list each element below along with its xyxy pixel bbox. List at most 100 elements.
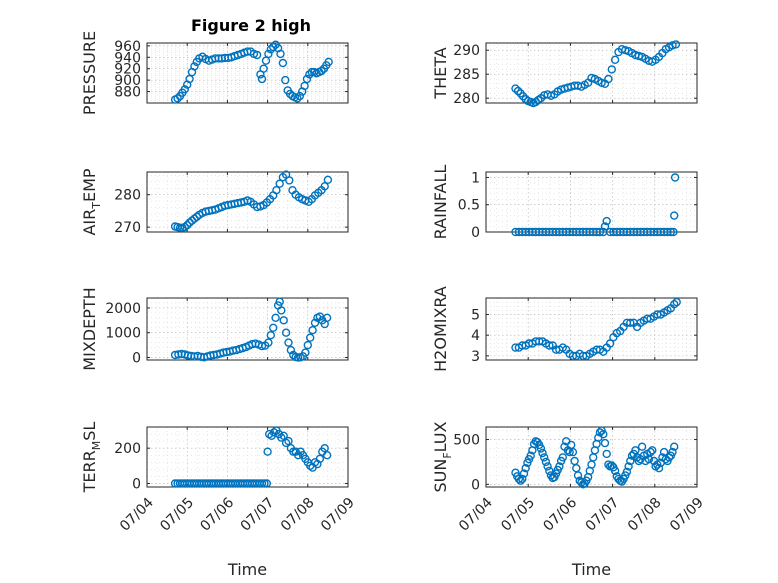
data-point bbox=[568, 447, 578, 457]
data-point bbox=[558, 453, 567, 462]
data-point bbox=[521, 464, 530, 473]
data-point bbox=[536, 444, 546, 453]
data-point bbox=[276, 49, 285, 59]
data-point bbox=[266, 331, 275, 340]
data-point bbox=[600, 222, 610, 231]
data-point bbox=[516, 476, 525, 485]
y-tick-label: 280 bbox=[114, 188, 141, 204]
data-point bbox=[272, 185, 281, 195]
data-point bbox=[322, 451, 332, 460]
y-tick-label: 270 bbox=[114, 220, 141, 236]
y-tick-label: 940 bbox=[114, 50, 141, 66]
data-point bbox=[670, 173, 680, 182]
data-point bbox=[672, 297, 681, 307]
data-point bbox=[595, 227, 605, 237]
data-point bbox=[302, 74, 312, 84]
subplot-h2omixra-5: 3 4 5 H2OMIXRA bbox=[431, 286, 698, 372]
data-point bbox=[648, 446, 657, 455]
data-point bbox=[320, 182, 329, 191]
y-axis-label: RAINFALL bbox=[431, 165, 450, 240]
data-point bbox=[513, 86, 523, 96]
data-point bbox=[257, 341, 267, 351]
data-point bbox=[663, 227, 672, 237]
axes-box bbox=[146, 42, 349, 104]
data-point bbox=[511, 84, 520, 93]
data-point bbox=[310, 318, 320, 327]
data-point bbox=[604, 74, 613, 84]
data-point bbox=[281, 328, 291, 337]
y-axis-label: H2OMIXRA bbox=[431, 286, 450, 372]
data-point bbox=[543, 462, 552, 471]
data-point bbox=[180, 222, 190, 232]
data-point bbox=[277, 306, 286, 315]
data-point bbox=[180, 85, 190, 94]
data-point bbox=[317, 66, 326, 76]
data-point bbox=[519, 469, 529, 478]
y-tick-label: 0 bbox=[471, 225, 480, 241]
data-point bbox=[634, 51, 643, 61]
data-point bbox=[605, 339, 615, 348]
y-axis-label: MIXDEPTH bbox=[80, 287, 99, 370]
data-point bbox=[526, 451, 535, 460]
y-tick-label: 900 bbox=[114, 73, 141, 89]
data-point bbox=[279, 316, 288, 325]
y-tick-label: 285 bbox=[453, 67, 480, 83]
data-point bbox=[670, 442, 679, 451]
data-point bbox=[602, 449, 611, 459]
y-axis-label: SUNFLUX bbox=[431, 421, 454, 492]
subplot-mixdepth-4: 0 1000 2000 MIXDEPTH bbox=[80, 287, 349, 371]
y-tick-label: 280 bbox=[453, 91, 480, 107]
data-point bbox=[626, 456, 635, 466]
y-tick-label: 0 bbox=[471, 477, 480, 493]
data-point bbox=[262, 479, 271, 488]
data-point bbox=[284, 436, 293, 446]
data-point bbox=[303, 340, 312, 350]
data-point bbox=[260, 479, 269, 488]
data-point bbox=[279, 431, 288, 440]
data-point bbox=[285, 176, 294, 185]
y-tick-label: 880 bbox=[114, 85, 141, 101]
data-point bbox=[322, 313, 332, 322]
data-point bbox=[284, 338, 293, 347]
data-point bbox=[190, 62, 199, 71]
data-point bbox=[610, 55, 620, 64]
y-tick-label: 3 bbox=[471, 349, 480, 365]
data-point bbox=[252, 50, 262, 60]
data-point bbox=[320, 444, 329, 453]
data-point bbox=[540, 453, 549, 462]
data-point bbox=[599, 430, 608, 439]
data-point bbox=[286, 345, 296, 355]
x-axis-label: Time bbox=[571, 560, 611, 579]
data-point bbox=[269, 323, 278, 332]
y-tick-label: 0 bbox=[132, 476, 141, 492]
figure-title: Figure 2 high bbox=[191, 16, 311, 35]
y-tick-label: 5 bbox=[471, 308, 480, 324]
y-tick-label: 500 bbox=[453, 433, 480, 449]
data-point bbox=[277, 433, 286, 442]
data-point bbox=[264, 49, 273, 59]
data-point bbox=[607, 65, 616, 74]
data-point bbox=[668, 447, 677, 457]
data-point bbox=[269, 428, 279, 437]
data-point bbox=[597, 78, 606, 88]
data-point bbox=[289, 350, 298, 360]
data-point bbox=[192, 212, 202, 222]
y-tick-label: 920 bbox=[114, 62, 141, 78]
data-point bbox=[671, 40, 681, 49]
data-point bbox=[541, 457, 551, 467]
data-point bbox=[637, 442, 647, 451]
data-point bbox=[545, 341, 554, 350]
data-point bbox=[301, 348, 310, 357]
data-point bbox=[600, 438, 610, 448]
data-point bbox=[315, 454, 325, 463]
y-tick-label: 4 bbox=[471, 328, 480, 344]
y-axis-label: TERRMSL bbox=[80, 422, 103, 494]
data-point bbox=[278, 58, 288, 68]
data-point bbox=[175, 223, 185, 233]
x-axis-label: Time bbox=[227, 560, 267, 579]
axes-box bbox=[146, 171, 349, 233]
